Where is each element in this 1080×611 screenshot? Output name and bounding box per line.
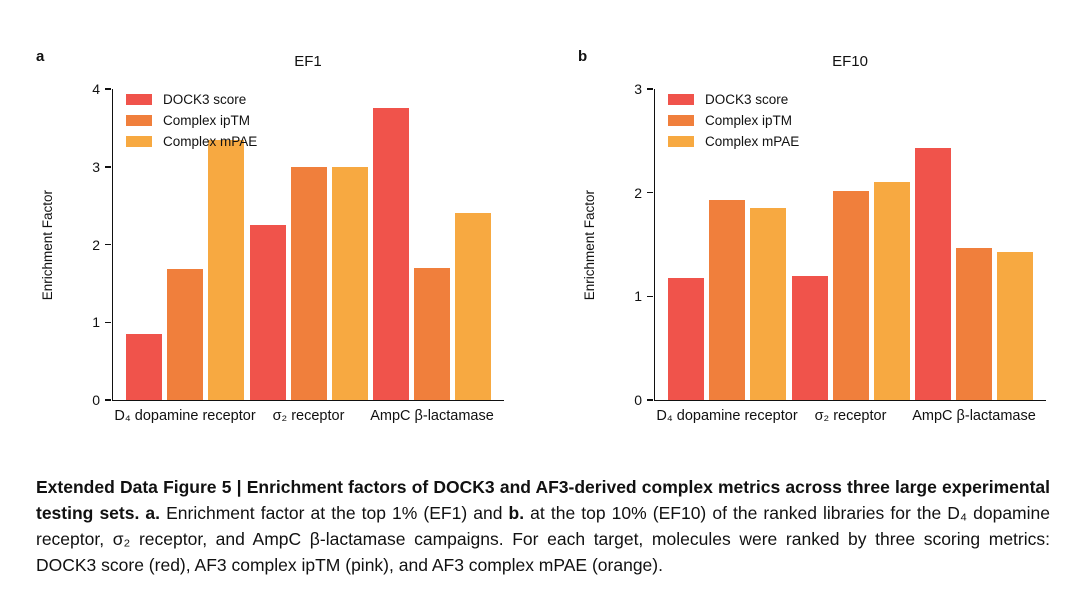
legend-item: Complex ipTM (668, 113, 799, 128)
bar-complex-mpae (208, 139, 244, 400)
bar-complex-mpae (873, 182, 910, 400)
bar-complex-mpae (455, 213, 491, 400)
legend-item: Complex mPAE (668, 134, 799, 149)
y-tick-mark (105, 243, 111, 246)
legend: DOCK3 score Complex ipTM Complex mPAE (126, 92, 257, 149)
legend-swatch (668, 94, 694, 105)
y-tick-mark (105, 399, 111, 401)
y-tick: 1 (601, 288, 653, 305)
legend-label: Complex mPAE (705, 134, 800, 149)
bar-complex-iptm (414, 267, 450, 400)
legend-swatch (126, 115, 152, 126)
bar-dock3-score (915, 148, 951, 400)
bar-group: σ₂ receptor (791, 89, 910, 424)
plot-area: 0 1 2 3 D₄ dopamine receptor σ₂ receptor AmpC … (634, 81, 1046, 424)
y-tick: 2 (601, 184, 653, 201)
legend-label: Complex ipTM (705, 113, 793, 128)
legend-label: DOCK3 score (705, 92, 789, 107)
y-tick-label: 3 (634, 81, 642, 97)
bar-complex-iptm (956, 247, 992, 400)
panel-label-a: a (36, 48, 45, 65)
bar-dock3-score (373, 108, 409, 400)
legend-label: Complex ipTM (163, 113, 251, 128)
y-tick-mark (105, 88, 111, 90)
plot-wrap-b: Enrichment Factor 0 1 2 3 D₄ dopamine recept… (582, 81, 1046, 424)
legend-label: Complex mPAE (163, 134, 258, 149)
bar-complex-iptm (832, 190, 869, 400)
figure-caption: Extended Data Figure 5 | Enrichment fact… (36, 474, 1050, 578)
legend: DOCK3 score Complex ipTM Complex mPAE (668, 92, 799, 149)
y-tick: 0 (59, 392, 111, 408)
legend-label: DOCK3 score (163, 92, 247, 107)
y-axis-label-text: Enrichment Factor (40, 189, 55, 301)
legend-swatch (668, 136, 694, 147)
caption-panel-a-ref: a. (145, 502, 161, 523)
plot-wrap-a: Enrichment Factor 0 1 2 3 4 D₄ dopamine recep… (40, 81, 504, 424)
y-tick-label: 0 (634, 392, 642, 408)
x-tick-label: σ₂ receptor (814, 408, 887, 424)
panel-a: a EF1 Enrichment Factor 0 1 2 3 4 D₄ dopamine… (30, 48, 530, 448)
y-tick-label: 0 (92, 392, 100, 408)
y-axis-label: Enrichment Factor (40, 89, 55, 401)
bar-complex-mpae (331, 166, 368, 400)
y-tick: 0 (601, 392, 653, 408)
y-tick-label: 4 (92, 81, 100, 97)
x-tick-label: AmpC β-lactamase (912, 408, 1036, 424)
bar-group: AmpC β-lactamase (912, 89, 1036, 424)
legend-swatch (126, 94, 152, 105)
legend-swatch (668, 115, 694, 126)
y-axis-label-text: Enrichment Factor (582, 189, 597, 301)
bar-dock3-score (668, 277, 704, 400)
y-tick-label: 1 (634, 288, 642, 305)
bar-group: AmpC β-lactamase (370, 89, 494, 424)
bar-group: σ₂ receptor (249, 89, 368, 424)
bar-complex-mpae (997, 251, 1033, 400)
x-tick-label: AmpC β-lactamase (370, 408, 494, 424)
y-tick: 3 (59, 158, 111, 175)
caption-body-2: at the top 10% (EF10) of the ranked libr… (36, 502, 1050, 575)
chart-title-ef1: EF1 (294, 53, 322, 70)
caption-body-1: Enrichment factor at the top 1% (EF1) an… (160, 502, 509, 523)
y-tick-mark (647, 88, 653, 90)
panel-b: b EF10 Enrichment Factor 0 1 2 3 D₄ dopamine… (572, 48, 1072, 448)
y-tick-label: 2 (634, 184, 642, 201)
y-tick: 2 (59, 236, 111, 253)
caption-panel-b-ref: b. (508, 502, 525, 523)
bar-group: D₄ dopamine receptor (656, 89, 798, 424)
bar-complex-iptm (290, 166, 327, 400)
bar-dock3-score (791, 275, 828, 400)
y-tick-label: 2 (92, 236, 100, 253)
y-tick-mark (105, 321, 111, 323)
bar-complex-iptm (709, 199, 745, 400)
caption-title: Extended Data Figure 5 | Enrichment fact… (36, 476, 1050, 523)
plot-area: 0 1 2 3 4 D₄ dopamine receptor σ₂ receptor AmpC… (92, 81, 504, 424)
x-tick-label: σ₂ receptor (272, 408, 345, 424)
bar-complex-iptm (167, 269, 203, 400)
legend-item: Complex mPAE (126, 134, 257, 149)
y-tick: 1 (59, 314, 111, 331)
y-tick-mark (647, 399, 653, 401)
legend-swatch (126, 136, 152, 147)
legend-item: DOCK3 score (126, 92, 257, 107)
bar-dock3-score (126, 333, 162, 400)
y-tick-label: 3 (92, 158, 100, 175)
x-tick-label: D₄ dopamine receptor (656, 408, 798, 424)
legend-item: Complex ipTM (126, 113, 257, 128)
chart-title-ef10: EF10 (832, 53, 868, 70)
y-axis-label: Enrichment Factor (582, 89, 597, 401)
y-tick: 4 (59, 81, 111, 97)
y-tick-mark (647, 191, 653, 194)
y-tick-mark (647, 295, 653, 298)
panel-label-b: b (578, 48, 588, 65)
y-tick-label: 1 (92, 314, 100, 331)
legend-item: DOCK3 score (668, 92, 799, 107)
x-tick-label: D₄ dopamine receptor (114, 408, 256, 424)
y-tick: 3 (601, 81, 653, 97)
bar-dock3-score (249, 225, 286, 400)
y-tick-mark (105, 166, 111, 168)
bar-group: D₄ dopamine receptor (114, 89, 256, 424)
bar-complex-mpae (750, 208, 786, 400)
